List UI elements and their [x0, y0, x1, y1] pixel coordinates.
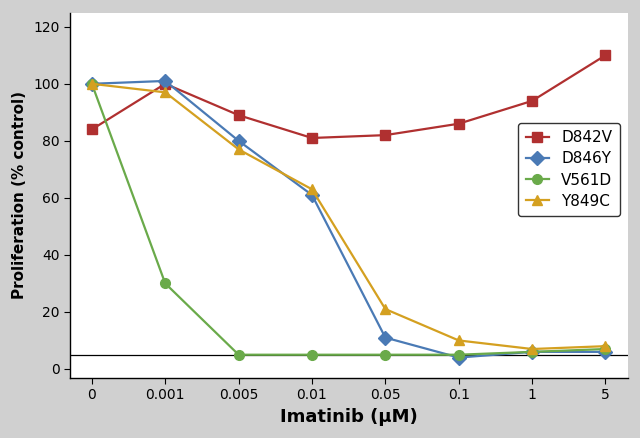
Y-axis label: Proliferation (% control): Proliferation (% control) [13, 91, 28, 299]
Line: D842V: D842V [87, 50, 611, 143]
D846Y [161, 78, 169, 84]
D846Y [455, 355, 463, 360]
Legend: D842V, D846Y, V561D, Y849C: D842V, D846Y, V561D, Y849C [518, 123, 620, 216]
D846Y [88, 81, 96, 86]
Y849C [381, 307, 389, 312]
D846Y [308, 192, 316, 198]
D842V [308, 135, 316, 141]
D842V [455, 121, 463, 126]
D842V [235, 113, 243, 118]
D842V [161, 81, 169, 86]
D842V [528, 98, 536, 103]
D842V [602, 53, 609, 58]
V561D [381, 352, 389, 357]
Y849C [161, 90, 169, 95]
V561D [88, 81, 96, 86]
V561D [235, 352, 243, 357]
V561D [528, 349, 536, 354]
Y849C [88, 81, 96, 86]
X-axis label: Imatinib (μM): Imatinib (μM) [280, 407, 417, 425]
D846Y [381, 335, 389, 340]
V561D [161, 281, 169, 286]
Line: Y849C: Y849C [87, 79, 611, 354]
D842V [381, 133, 389, 138]
Y849C [602, 343, 609, 349]
Y849C [455, 338, 463, 343]
Y849C [308, 187, 316, 192]
Line: D846Y: D846Y [87, 76, 611, 362]
D846Y [528, 349, 536, 354]
Line: V561D: V561D [87, 79, 611, 360]
D846Y [602, 349, 609, 354]
V561D [602, 346, 609, 352]
D846Y [235, 138, 243, 144]
D842V [88, 127, 96, 132]
Y849C [528, 346, 536, 352]
Y849C [235, 147, 243, 152]
V561D [455, 352, 463, 357]
V561D [308, 352, 316, 357]
